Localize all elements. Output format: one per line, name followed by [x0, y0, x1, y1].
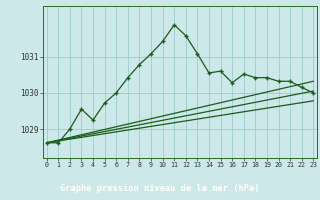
Text: Graphe pression niveau de la mer (hPa): Graphe pression niveau de la mer (hPa) [60, 184, 260, 193]
